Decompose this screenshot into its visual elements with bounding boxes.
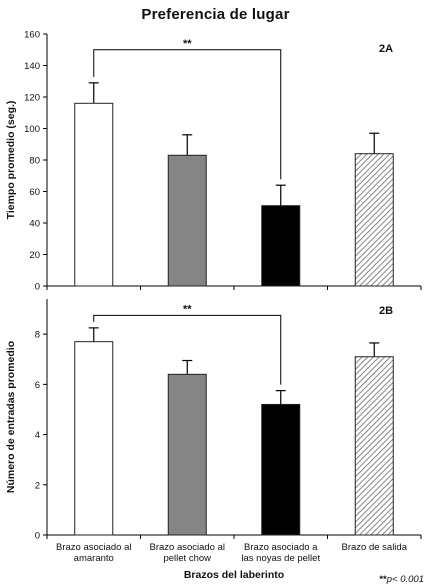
y-axis-label: Número de entradas promedio bbox=[5, 341, 17, 493]
bar-2 bbox=[167, 154, 207, 287]
footnote-text: p< 0.001 bbox=[386, 574, 424, 585]
y-tick-label: 60 bbox=[29, 187, 40, 198]
figure-title: Preferencia de lugar bbox=[141, 6, 290, 23]
y-tick-label: 2 bbox=[35, 480, 40, 491]
panel-label: 2B bbox=[379, 305, 393, 317]
y-tick-label: 0 bbox=[35, 282, 40, 293]
y-tick-label: 20 bbox=[29, 250, 40, 261]
footnote-stars: ** bbox=[379, 574, 387, 585]
category-label: amaranto bbox=[74, 553, 114, 564]
bar-3 bbox=[261, 403, 301, 536]
bar-3 bbox=[261, 205, 301, 287]
y-axis-label: Tiempo promedio (seg.) bbox=[5, 101, 17, 220]
category-label: Brazo asociado al bbox=[56, 542, 132, 553]
category-label: las noyas de pellet bbox=[241, 553, 320, 564]
y-tick-label: 0 bbox=[35, 531, 40, 542]
category-label: Brazo asociado a bbox=[244, 542, 318, 553]
panel-label: 2A bbox=[379, 43, 393, 55]
category-label: Brazo de salida bbox=[342, 542, 408, 553]
y-tick-label: 40 bbox=[29, 219, 40, 230]
significance-bracket bbox=[93, 49, 282, 180]
y-tick-label: 100 bbox=[24, 124, 40, 135]
bar-2 bbox=[167, 373, 207, 536]
significance-footnote: **p< 0.001 bbox=[379, 574, 424, 585]
y-tick-label: 4 bbox=[35, 430, 40, 441]
category-label: pellet chow bbox=[163, 553, 211, 564]
significance-label: ** bbox=[183, 38, 192, 50]
y-tick-label: 8 bbox=[35, 330, 40, 341]
y-tick-label: 6 bbox=[35, 380, 40, 391]
significance-label: ** bbox=[183, 303, 192, 315]
category-label: Brazo asociado al bbox=[149, 542, 225, 553]
bar-4 bbox=[354, 153, 394, 287]
y-tick-label: 120 bbox=[24, 93, 40, 104]
bar-1 bbox=[74, 102, 114, 287]
y-tick-label: 140 bbox=[24, 61, 40, 72]
bar-4 bbox=[354, 356, 394, 536]
y-tick-label: 80 bbox=[29, 156, 40, 167]
x-axis-label: Brazos del laberinto bbox=[184, 569, 284, 581]
y-tick-label: 160 bbox=[24, 30, 40, 41]
significance-bracket bbox=[93, 314, 282, 385]
bar-1 bbox=[74, 341, 114, 536]
